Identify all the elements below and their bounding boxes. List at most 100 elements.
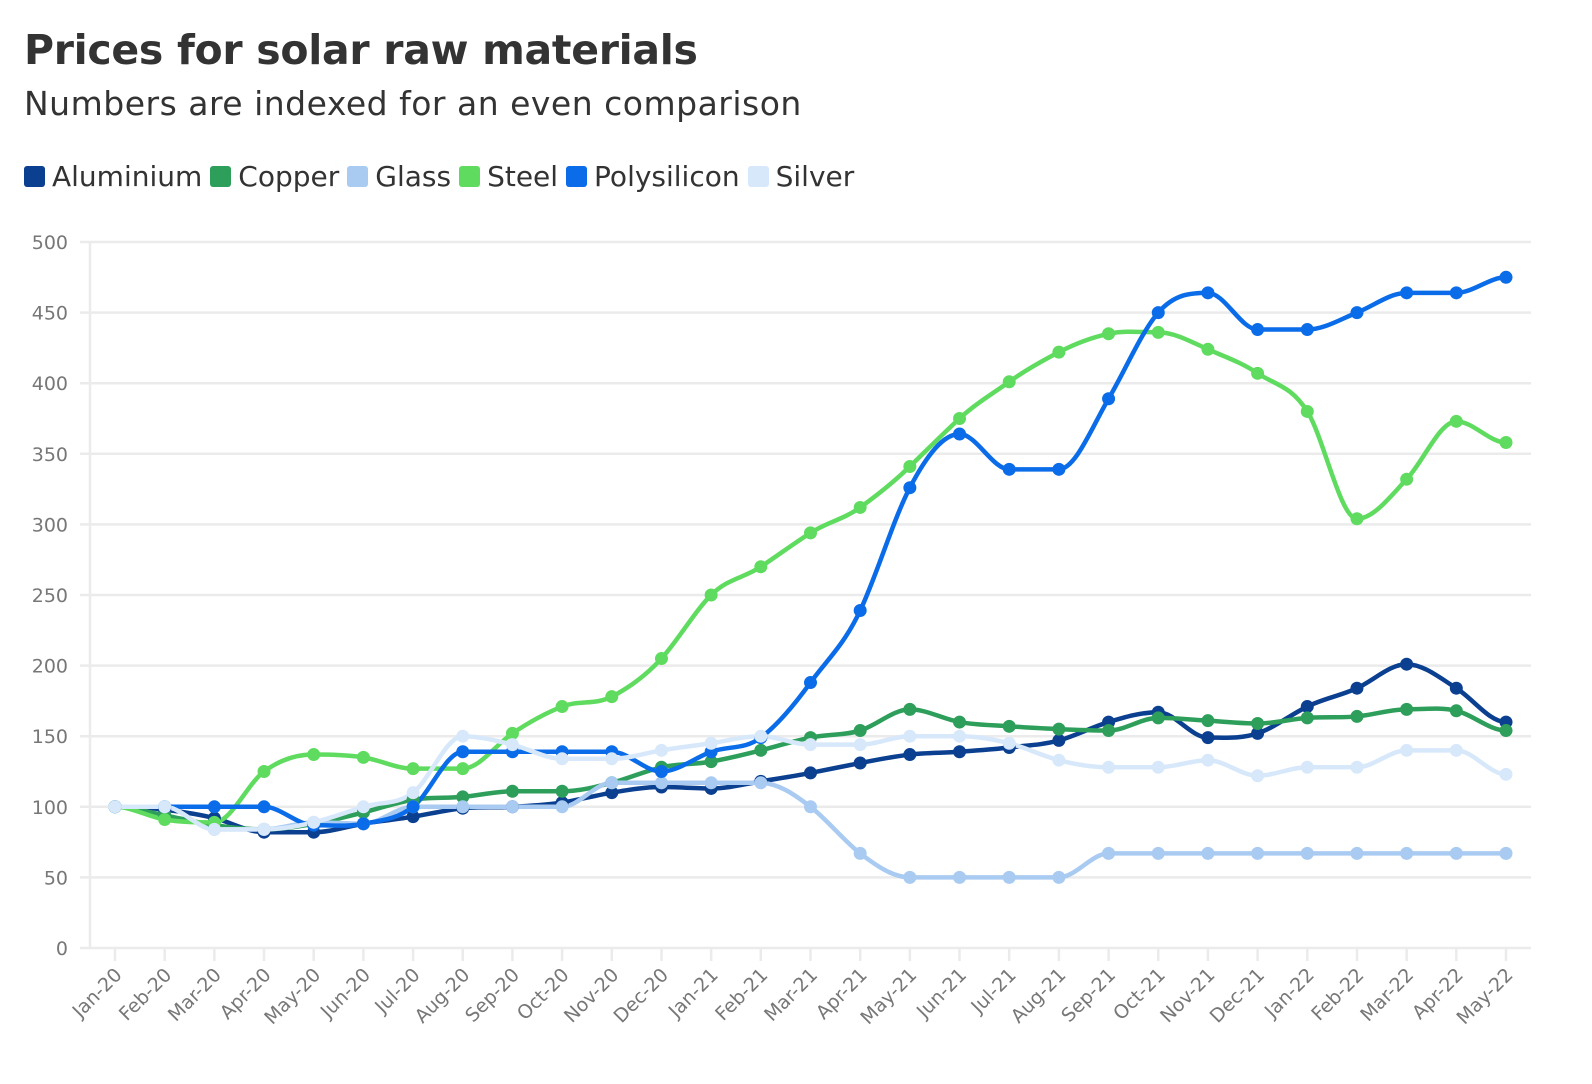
data-point-glass[interactable] [505,800,519,814]
data-point-glass[interactable] [853,846,867,860]
data-point-silver[interactable] [555,752,569,766]
data-point-silver[interactable] [605,752,619,766]
data-point-silver[interactable] [1052,753,1066,767]
data-point-silver[interactable] [406,786,420,800]
data-point-steel[interactable] [1052,345,1066,359]
data-point-steel[interactable] [804,526,817,540]
data-point-aluminium[interactable] [1449,681,1463,695]
data-point-steel[interactable] [406,762,420,776]
data-point-silver[interactable] [1151,760,1165,774]
data-point-glass[interactable] [953,870,967,884]
data-point-polysilicon[interactable] [1350,306,1364,320]
data-point-glass[interactable] [1449,846,1463,860]
data-point-aluminium[interactable] [1201,731,1215,745]
data-point-polysilicon[interactable] [1102,392,1116,406]
data-point-polysilicon[interactable] [1052,462,1066,476]
data-point-copper[interactable] [1499,724,1513,738]
data-point-polysilicon[interactable] [257,800,271,814]
data-point-silver[interactable] [903,729,917,743]
data-point-silver[interactable] [1499,767,1513,781]
data-point-silver[interactable] [1002,736,1016,750]
data-point-copper[interactable] [1151,711,1165,725]
data-point-silver[interactable] [456,729,470,743]
legend-item-glass[interactable]: Glass [347,160,451,193]
data-point-glass[interactable] [605,776,619,790]
data-point-silver[interactable] [1350,760,1364,774]
data-point-aluminium[interactable] [853,756,867,770]
data-point-steel[interactable] [257,765,271,778]
data-point-aluminium[interactable] [804,766,817,780]
data-point-aluminium[interactable] [1052,733,1066,747]
data-point-aluminium[interactable] [1400,657,1414,671]
data-point-glass[interactable] [654,776,668,790]
data-point-polysilicon[interactable] [903,481,917,495]
data-point-steel[interactable] [1449,414,1463,428]
data-point-glass[interactable] [1499,846,1513,860]
data-point-silver[interactable] [1251,769,1265,783]
data-point-polysilicon[interactable] [953,427,967,441]
data-point-steel[interactable] [1300,404,1314,418]
data-point-silver[interactable] [754,729,768,743]
legend-item-steel[interactable]: Steel [459,160,558,193]
data-point-silver[interactable] [356,800,370,814]
data-point-steel[interactable] [704,588,718,602]
data-point-silver[interactable] [1300,760,1314,774]
data-point-glass[interactable] [1002,870,1016,884]
data-point-polysilicon[interactable] [1151,306,1165,320]
data-point-aluminium[interactable] [953,745,967,759]
data-point-silver[interactable] [207,822,221,836]
legend-item-aluminium[interactable]: Aluminium [24,160,202,193]
data-point-aluminium[interactable] [406,810,420,824]
data-point-silver[interactable] [1400,743,1414,757]
data-point-steel[interactable] [1251,366,1265,380]
data-point-aluminium[interactable] [903,748,917,762]
data-point-silver[interactable] [307,815,321,829]
data-point-polysilicon[interactable] [456,745,470,759]
data-point-polysilicon[interactable] [1300,323,1314,337]
data-point-silver[interactable] [1102,760,1116,774]
data-point-steel[interactable] [456,762,470,776]
data-point-copper[interactable] [1350,709,1364,723]
data-point-silver[interactable] [704,736,718,750]
data-point-aluminium[interactable] [1300,700,1314,714]
data-point-silver[interactable] [1201,753,1215,767]
data-point-steel[interactable] [1400,472,1414,486]
data-point-glass[interactable] [555,800,569,814]
data-point-silver[interactable] [853,738,867,752]
data-point-copper[interactable] [953,715,967,729]
data-point-steel[interactable] [1102,327,1116,341]
data-point-polysilicon[interactable] [207,800,221,814]
data-point-glass[interactable] [704,776,718,790]
data-point-aluminium[interactable] [605,786,619,800]
data-point-steel[interactable] [953,412,967,425]
data-point-glass[interactable] [903,870,917,884]
data-point-steel[interactable] [754,560,768,574]
data-point-aluminium[interactable] [1350,681,1364,695]
data-point-silver[interactable] [158,800,172,814]
data-point-polysilicon[interactable] [804,676,817,690]
data-point-silver[interactable] [1449,743,1463,757]
data-point-polysilicon[interactable] [1449,286,1463,300]
data-point-glass[interactable] [1201,846,1215,860]
data-point-polysilicon[interactable] [356,817,370,831]
data-point-steel[interactable] [605,690,619,704]
data-point-glass[interactable] [1400,846,1414,860]
data-point-steel[interactable] [1151,325,1165,339]
data-point-polysilicon[interactable] [654,765,668,778]
data-point-silver[interactable] [108,800,122,814]
data-point-polysilicon[interactable] [406,800,420,814]
data-point-glass[interactable] [1251,846,1265,860]
data-point-copper[interactable] [505,784,519,798]
data-point-copper[interactable] [555,784,569,798]
data-point-glass[interactable] [1052,870,1066,884]
data-point-copper[interactable] [1002,719,1016,733]
data-point-copper[interactable] [903,702,917,716]
data-point-glass[interactable] [1300,846,1314,860]
data-point-steel[interactable] [356,750,370,764]
legend-item-copper[interactable]: Copper [210,160,339,193]
data-point-polysilicon[interactable] [1400,286,1414,300]
data-point-polysilicon[interactable] [1499,270,1513,284]
data-point-steel[interactable] [853,500,867,514]
data-point-silver[interactable] [804,738,817,752]
data-point-copper[interactable] [1449,704,1463,718]
